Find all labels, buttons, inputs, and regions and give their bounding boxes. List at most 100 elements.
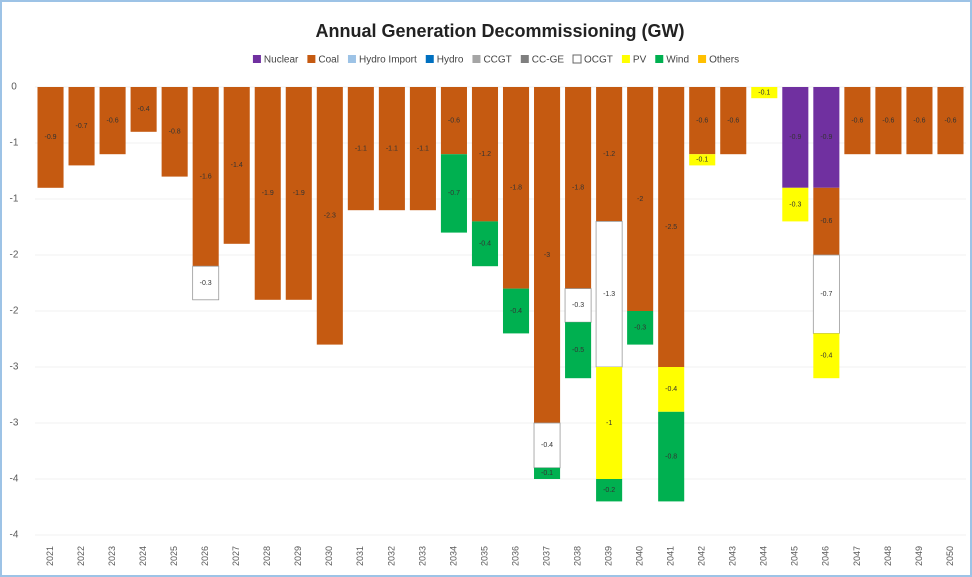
x-tick-label: 2043 (728, 546, 738, 566)
data-label: -0.7 (448, 190, 460, 197)
bar-segment (534, 87, 561, 423)
data-label: -0.8 (169, 129, 181, 136)
data-label: -0.3 (200, 280, 212, 287)
bar-segment (192, 265, 220, 301)
bar-segment (720, 87, 747, 155)
legend-swatch (520, 55, 529, 63)
bar-segment (565, 87, 592, 289)
bar-segment (409, 87, 436, 211)
bar-segment (471, 87, 499, 222)
chart-title: Annual Generation Decommissioning (GW) (315, 21, 684, 41)
data-label: -0.1 (758, 89, 770, 96)
data-label: -0.7 (76, 123, 88, 130)
y-tick-label: -2 (10, 306, 19, 317)
data-label: -0.6 (107, 117, 119, 124)
data-label: -1.1 (355, 145, 367, 152)
data-label: -0.4 (665, 386, 677, 393)
x-tick-label: 2031 (355, 546, 365, 566)
x-tick-label: 2045 (790, 546, 800, 566)
legend-swatch (655, 55, 664, 63)
data-label: -1.8 (572, 185, 584, 192)
legend-label: Hydro (437, 55, 464, 66)
x-tick-label: 2036 (510, 546, 520, 566)
data-label: -0.4 (541, 442, 553, 449)
data-label: -1.2 (479, 151, 491, 158)
data-label: -0.6 (820, 218, 832, 225)
bar-segment (161, 87, 188, 177)
bar-segment (502, 288, 530, 334)
x-tick-label: 2046 (821, 546, 831, 566)
data-label: -0.1 (541, 470, 553, 477)
legend-label: Wind (666, 55, 689, 66)
data-label: -0.1 (696, 157, 708, 164)
x-tick-label: 2024 (138, 546, 148, 566)
data-label: -0.3 (789, 201, 801, 208)
data-label: -1.1 (386, 145, 398, 152)
bar-segment (130, 87, 157, 132)
bar-segment (440, 154, 467, 233)
bar-segment (37, 87, 64, 188)
x-tick-label: 2022 (76, 546, 86, 566)
data-label: -0.9 (789, 134, 801, 141)
legend-label: OCGT (584, 55, 613, 66)
x-tick-label: 2026 (200, 546, 210, 566)
data-label: -1.4 (231, 162, 243, 169)
x-tick-label: 2038 (572, 546, 582, 566)
x-tick-label: 2029 (293, 546, 303, 566)
data-label: -1.9 (262, 190, 274, 197)
data-label: -0.9 (820, 134, 832, 141)
bar-segment (658, 367, 685, 412)
bar-segment (347, 87, 374, 211)
data-label: -0.6 (913, 117, 925, 124)
data-label: -0.6 (944, 117, 956, 124)
bar-segment (533, 422, 561, 469)
legend-swatch (252, 55, 261, 63)
data-label: -1.6 (200, 173, 212, 180)
bar-segment (658, 411, 685, 502)
legend-label: Coal (318, 55, 339, 66)
bar-segment (751, 87, 778, 99)
bar-segment (378, 87, 405, 211)
data-label: -1.2 (603, 151, 615, 158)
bar-segment (813, 333, 840, 379)
data-label: -0.2 (603, 487, 615, 494)
x-tick-label: 2040 (635, 546, 645, 566)
bar-segment (564, 288, 592, 323)
data-label: -0.6 (727, 117, 739, 124)
bar-segment (813, 87, 840, 188)
bar-segment (285, 87, 312, 300)
bar-segment (440, 87, 467, 155)
y-tick-label: -2 (10, 250, 19, 261)
bar-segment (99, 87, 126, 155)
x-tick-label: 2039 (603, 546, 613, 566)
x-tick-label: 2030 (324, 546, 334, 566)
legend-swatch (698, 55, 707, 63)
y-tick-label: -3 (10, 362, 19, 373)
bar-segment (68, 87, 95, 166)
data-label: -3 (544, 252, 550, 259)
data-label: -1 (606, 420, 612, 427)
data-label: -2 (637, 196, 643, 203)
bar-segment (937, 87, 964, 155)
bar-segment (565, 322, 592, 379)
bar-segment (471, 221, 499, 267)
x-tick-label: 2023 (107, 546, 117, 566)
y-tick-label: -1 (10, 194, 19, 205)
legend-swatch (621, 55, 630, 63)
legend-swatch (425, 55, 434, 63)
data-label: -0.6 (882, 117, 894, 124)
legend-swatch (472, 55, 481, 63)
bar-segment (906, 87, 933, 155)
x-tick-label: 2049 (914, 546, 924, 566)
y-tick-label: -4 (10, 474, 19, 485)
legend-swatch (572, 54, 582, 64)
bar-segment (782, 87, 809, 188)
legend-label: Hydro Import (359, 55, 417, 66)
bar-segment (534, 467, 561, 479)
data-label: -0.3 (572, 302, 584, 309)
data-label: -0.4 (479, 241, 491, 248)
data-label: -1.1 (417, 145, 429, 152)
data-label: -0.5 (572, 347, 584, 354)
bar-segment (316, 87, 343, 345)
data-label: -1.8 (510, 185, 522, 192)
